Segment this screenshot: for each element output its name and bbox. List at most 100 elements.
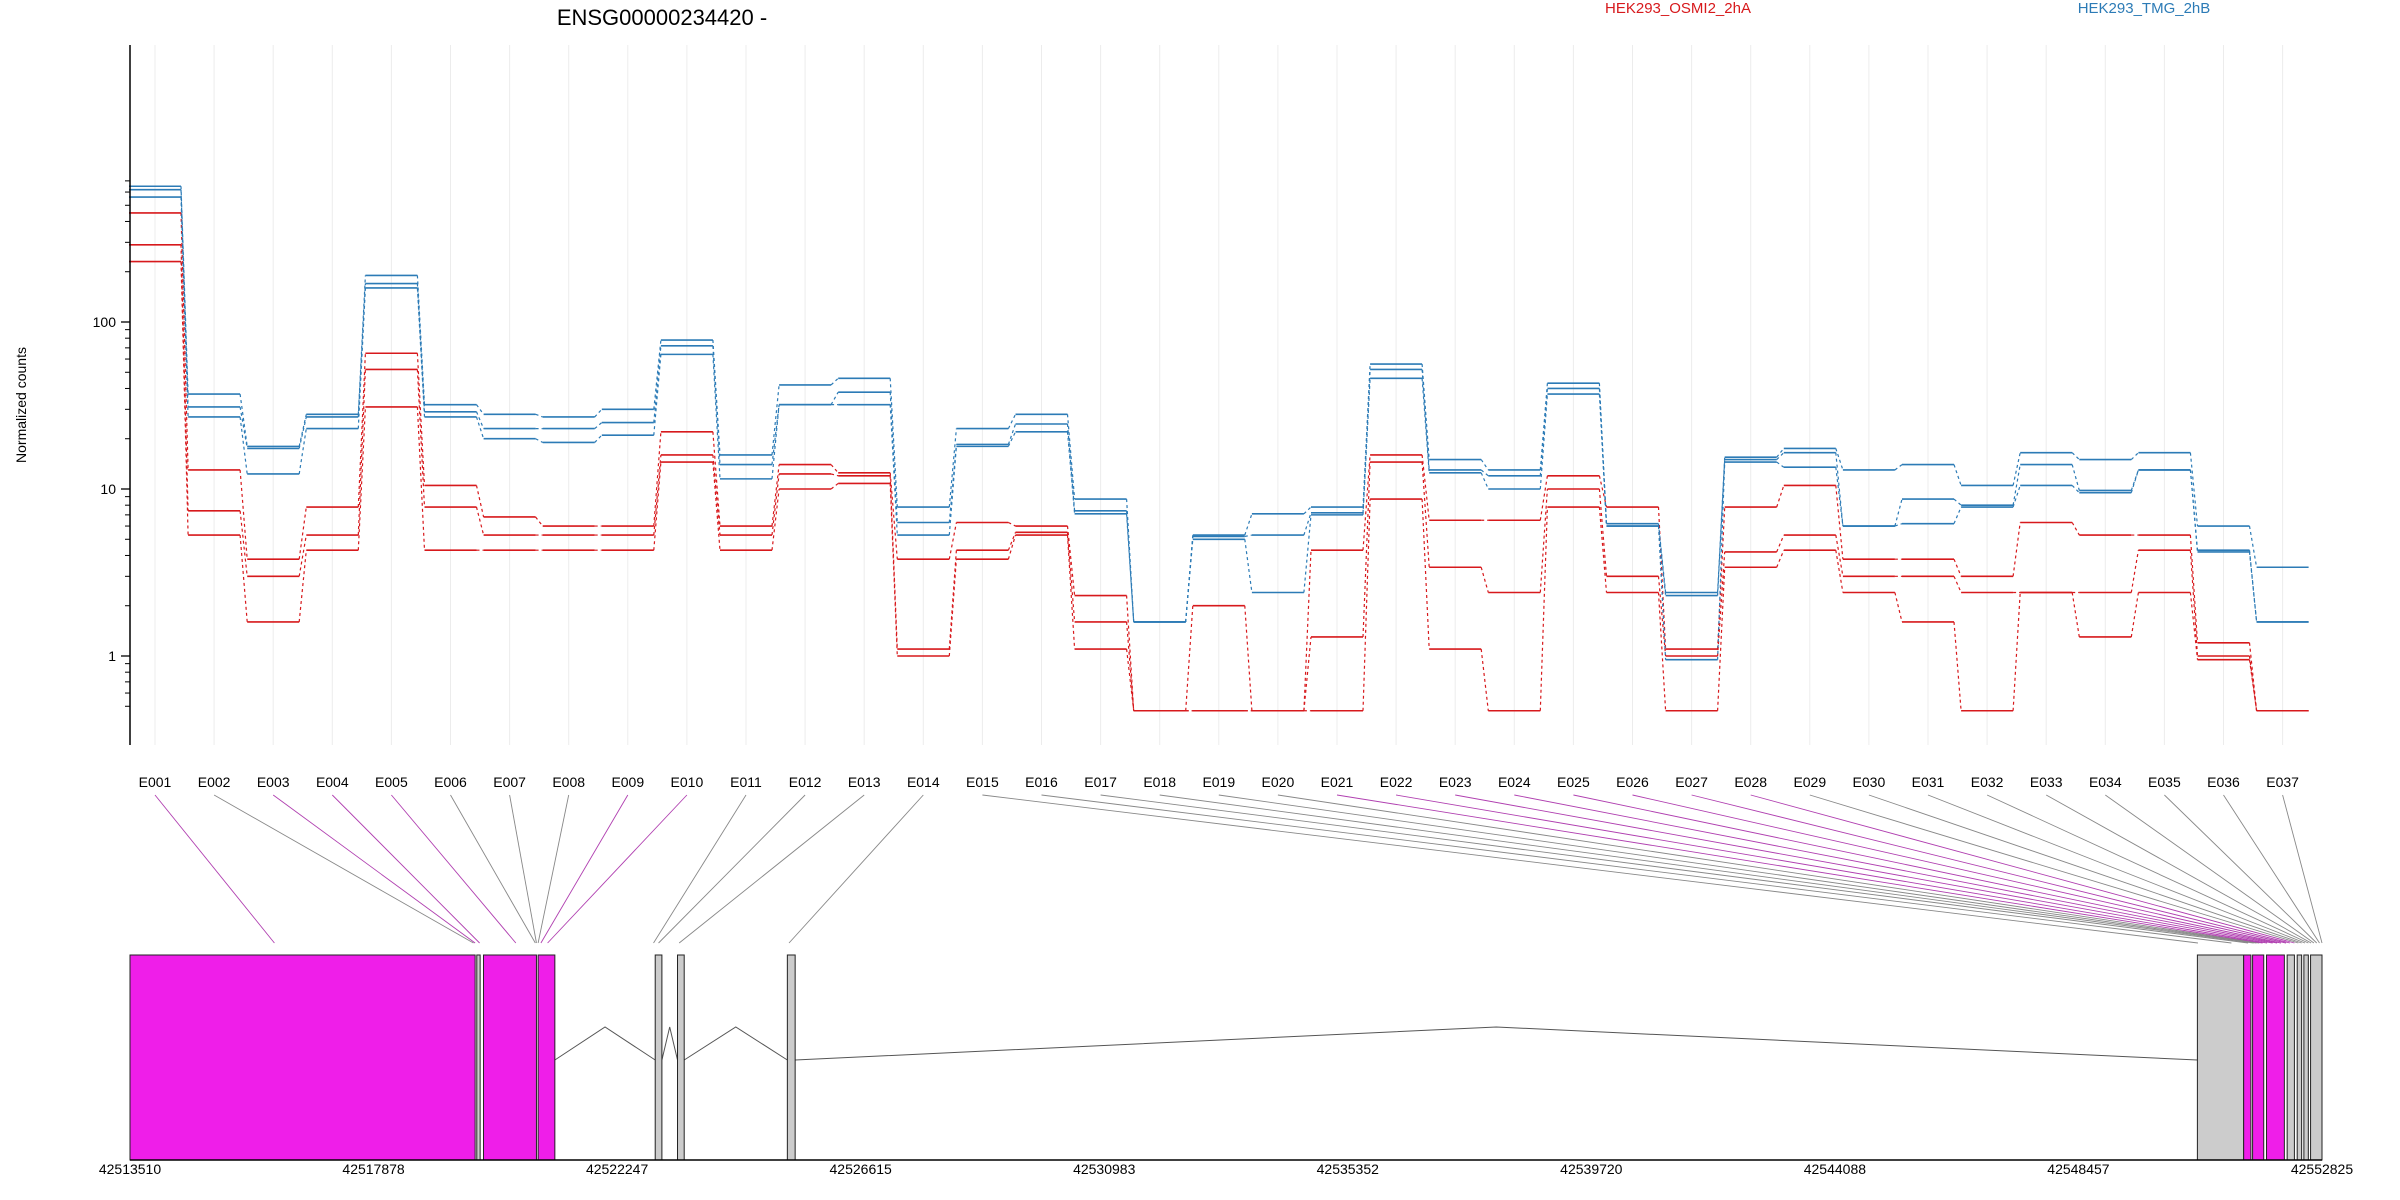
transition-segment xyxy=(1539,506,1548,711)
transition-segment xyxy=(475,506,485,536)
connector-e003 xyxy=(272,794,476,944)
connector-e027 xyxy=(1691,794,2291,944)
intron-2 xyxy=(661,1026,678,1061)
exon-block-10 xyxy=(2252,954,2265,1161)
transition-segment xyxy=(594,422,603,430)
series-lines xyxy=(129,185,2309,712)
exon-label-e023: E023 xyxy=(1439,774,1472,790)
connector-e010 xyxy=(547,794,688,944)
connector-e026 xyxy=(1632,794,2287,944)
transition-segment xyxy=(1480,472,1489,490)
transition-segment xyxy=(948,446,957,536)
transition-segment xyxy=(2189,469,2199,552)
transition-segment xyxy=(1598,475,1608,508)
transition-segment xyxy=(535,413,543,418)
transition-segment xyxy=(830,391,839,405)
transition-segment xyxy=(1480,459,1489,471)
transition-segment xyxy=(1303,506,1312,515)
transition-segment xyxy=(1126,513,1135,622)
exon-block-2 xyxy=(476,954,481,1161)
transition-segment xyxy=(416,287,426,417)
transition-segment xyxy=(1066,431,1076,514)
transition-segment xyxy=(1953,576,1962,593)
genomic-tick-label: 42552825 xyxy=(2291,1161,2354,1177)
transition-segment xyxy=(475,416,485,439)
transition-segment xyxy=(1007,534,1017,560)
transition-segment xyxy=(1185,539,1194,622)
transition-segment xyxy=(712,431,721,527)
transition-segment xyxy=(2012,592,2021,711)
transition-segment xyxy=(298,416,307,449)
series-6 xyxy=(129,196,2309,661)
y-tick-label: 100 xyxy=(93,314,117,330)
transition-segment xyxy=(1598,488,1608,577)
transition-segment xyxy=(1598,506,1608,593)
exon-label-e037: E037 xyxy=(2266,774,2299,790)
transition-segment xyxy=(2012,464,2021,506)
transition-segment xyxy=(1894,592,1903,623)
exon-block-11 xyxy=(2266,954,2285,1161)
connector-e005 xyxy=(391,794,517,944)
transition-segment xyxy=(1362,499,1371,711)
exon-label-e009: E009 xyxy=(611,774,644,790)
transition-segment xyxy=(830,464,839,474)
transition-segment xyxy=(1835,452,1844,527)
transition-segment xyxy=(889,392,898,523)
transition-segment xyxy=(1776,461,1785,468)
exon-label-e006: E006 xyxy=(434,774,467,790)
connector-e019 xyxy=(1218,794,2257,944)
transition-segment xyxy=(1007,414,1017,429)
transition-segment xyxy=(948,559,957,657)
transition-segment xyxy=(239,510,248,577)
exon-label-e027: E027 xyxy=(1675,774,1708,790)
genomic-tick-label: 42517878 xyxy=(342,1161,405,1177)
transition-segment xyxy=(653,354,662,436)
exon-label-e035: E035 xyxy=(2148,774,2181,790)
vertical-gridlines xyxy=(154,45,2284,745)
transition-segment xyxy=(2071,592,2080,638)
genomic-tick-label: 42530983 xyxy=(1073,1161,1136,1177)
exon-label-e034: E034 xyxy=(2089,774,2122,790)
transition-segment xyxy=(298,506,307,560)
transition-segment xyxy=(2248,659,2258,711)
transition-segment xyxy=(830,377,839,386)
intron-4 xyxy=(795,1026,2198,1061)
transition-segment xyxy=(239,406,248,449)
connector-e025 xyxy=(1573,794,2282,944)
transition-segment xyxy=(1303,636,1312,711)
exon-label-e031: E031 xyxy=(1912,774,1945,790)
transition-segment xyxy=(653,454,662,536)
connector-e035 xyxy=(2164,794,2318,944)
exon-block-15 xyxy=(2310,954,2323,1161)
transition-segment xyxy=(1303,550,1312,711)
transition-segment xyxy=(1657,592,1667,711)
series-2 xyxy=(129,243,2309,712)
genomic-tick-label: 42544088 xyxy=(1804,1161,1867,1177)
transition-segment xyxy=(180,197,189,417)
connector-e014 xyxy=(788,794,924,944)
transition-segment xyxy=(298,428,307,475)
transition-segment xyxy=(771,384,780,455)
connector-e034 xyxy=(2105,794,2315,944)
transition-segment xyxy=(2248,525,2258,568)
transition-segment xyxy=(1776,452,1785,461)
genomic-coordinate-labels: 42513510 42517878 42522247 42526615 42530983… xyxy=(99,1161,2354,1177)
exon-label-e026: E026 xyxy=(1616,774,1649,790)
transition-segment xyxy=(357,369,366,536)
exon-label-e022: E022 xyxy=(1380,774,1413,790)
connector-e011 xyxy=(653,794,747,944)
transition-segment xyxy=(948,522,957,560)
exon-label-e011: E011 xyxy=(730,774,762,790)
transition-segment xyxy=(1421,454,1430,521)
exon-label-e017: E017 xyxy=(1084,774,1117,790)
connector-e016 xyxy=(1041,794,2232,944)
connector-e024 xyxy=(1514,794,2278,944)
connector-e018 xyxy=(1159,794,2254,944)
transition-segment xyxy=(1303,514,1312,593)
connector-e023 xyxy=(1455,794,2273,944)
transition-segment xyxy=(1362,378,1371,515)
genomic-tick-label: 42522247 xyxy=(586,1161,649,1177)
gene-model xyxy=(129,954,2323,1161)
exon-label-e010: E010 xyxy=(671,774,704,790)
intron-1 xyxy=(554,1026,656,1061)
